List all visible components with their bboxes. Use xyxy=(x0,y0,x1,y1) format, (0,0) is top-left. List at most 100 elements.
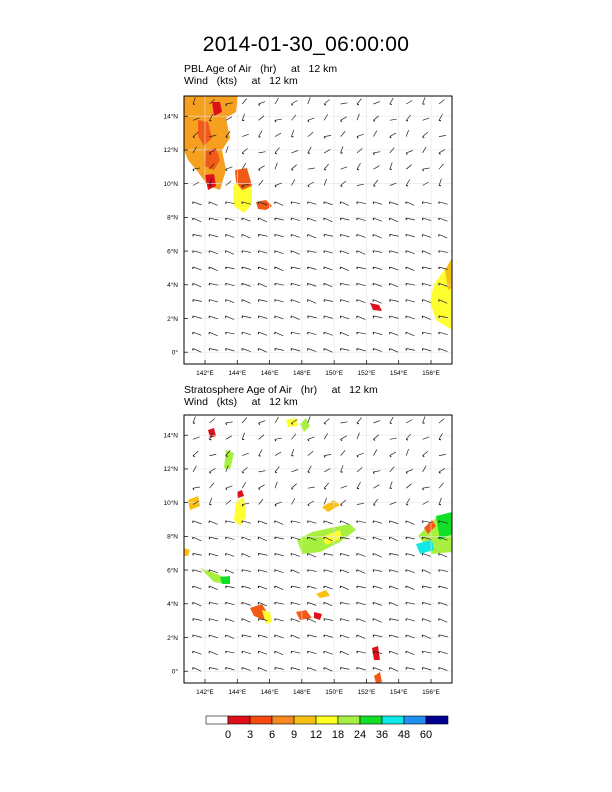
wind-barb xyxy=(373,650,383,655)
wind-barb xyxy=(324,585,333,590)
x-tick-label: 152°E xyxy=(358,369,376,377)
wind-barb xyxy=(225,601,235,606)
wind-barb xyxy=(258,250,268,254)
wind-barb xyxy=(406,469,413,473)
wind-barb xyxy=(389,299,399,302)
wind-barb xyxy=(225,465,229,473)
wind-barb xyxy=(324,601,333,607)
wind-barb xyxy=(209,163,215,170)
wind-barb xyxy=(405,114,411,121)
wind-barb xyxy=(225,553,235,557)
wind-barb xyxy=(225,536,235,540)
wind-barb xyxy=(389,250,399,254)
wind-barb xyxy=(274,569,284,574)
wind-barb xyxy=(258,299,268,302)
wind-barb xyxy=(438,282,448,287)
wind-barb-feather xyxy=(291,103,294,106)
wind-barb xyxy=(389,667,399,672)
wind-barb xyxy=(356,250,366,255)
wind-barb xyxy=(422,569,431,574)
wind-barb-feather xyxy=(225,487,228,491)
wind-barb xyxy=(438,482,444,489)
wind-barb xyxy=(209,601,219,605)
wind-barb xyxy=(225,250,235,255)
wind-barb xyxy=(258,165,265,170)
wind-barb xyxy=(406,150,413,154)
colorbar-swatch xyxy=(271,715,295,725)
wind-barb xyxy=(422,520,432,524)
wind-barb xyxy=(406,100,413,105)
y-tick-label: 8°N xyxy=(167,214,178,222)
wind-barb xyxy=(291,585,301,589)
wind-barb xyxy=(274,601,284,605)
wind-barb xyxy=(192,634,202,638)
wind-barb xyxy=(274,282,284,286)
wind-barb-feather xyxy=(323,136,326,139)
wind-barb-feather xyxy=(323,455,326,458)
wind-barb xyxy=(422,217,432,221)
wind-barb-feather xyxy=(241,471,245,474)
wind-barb xyxy=(307,146,312,154)
wind-barb xyxy=(406,331,415,337)
wind-barb xyxy=(438,569,448,572)
wind-barb xyxy=(307,250,317,253)
panel1-title: PBL Age of Air (hr) at 12 km xyxy=(184,63,338,75)
wind-barb xyxy=(422,436,430,440)
wind-barb xyxy=(438,315,448,319)
wind-barb xyxy=(209,520,218,525)
wind-barb xyxy=(307,331,317,336)
wind-barb xyxy=(406,520,415,525)
wind-barb xyxy=(438,99,445,105)
wind-barb xyxy=(438,601,448,606)
wind-barb xyxy=(422,117,430,121)
wind-barb xyxy=(225,569,235,574)
wind-barb xyxy=(340,569,350,574)
y-tick-label: 14°N xyxy=(163,432,178,440)
colorbar-label: 48 xyxy=(397,729,411,741)
wind-barb-feather xyxy=(340,438,343,442)
wind-barb xyxy=(373,585,383,589)
wind-barb xyxy=(242,348,251,352)
wind-barb xyxy=(307,315,317,319)
colorbar-label: 36 xyxy=(375,729,389,741)
wind-barb xyxy=(324,553,334,556)
wind-barb xyxy=(356,162,361,170)
y-tick-label: 2°N xyxy=(167,634,178,642)
wind-barb xyxy=(422,331,432,335)
strat-shade xyxy=(372,646,380,660)
wind-barb xyxy=(291,201,301,205)
wind-barb xyxy=(274,536,284,540)
wind-barb-feather xyxy=(438,119,442,122)
wind-barb xyxy=(242,331,251,336)
wind-barb xyxy=(438,234,448,239)
wind-barb xyxy=(438,201,448,205)
wind-barb xyxy=(324,135,332,137)
wind-barb xyxy=(340,450,346,456)
wind-barb xyxy=(209,178,213,186)
wind-barb xyxy=(405,129,409,137)
wind-barb xyxy=(438,135,446,137)
wind-barb xyxy=(356,467,363,473)
wind-barb-feather xyxy=(340,185,343,188)
colorbar-swatch xyxy=(425,715,449,725)
wind-barb xyxy=(340,315,350,320)
wind-barb xyxy=(438,553,448,558)
wind-barb xyxy=(307,520,317,524)
wind-barb xyxy=(274,162,278,170)
pbl-shade xyxy=(184,96,238,190)
wind-barb xyxy=(225,217,235,221)
pbl-shade xyxy=(370,303,382,311)
wind-barb xyxy=(324,234,334,237)
wind-barb xyxy=(340,601,350,605)
y-tick-label: 10°N xyxy=(163,180,178,188)
wind-barb xyxy=(373,250,383,253)
wind-barb-feather xyxy=(307,152,310,154)
wind-barb xyxy=(209,667,219,670)
wind-barb xyxy=(291,150,299,154)
wind-barb xyxy=(291,114,297,121)
wind-barb xyxy=(405,164,412,170)
wind-barb xyxy=(356,585,366,589)
wind-barb xyxy=(389,182,397,186)
y-tick-label: 2°N xyxy=(167,315,178,323)
wind-barb xyxy=(389,634,399,638)
